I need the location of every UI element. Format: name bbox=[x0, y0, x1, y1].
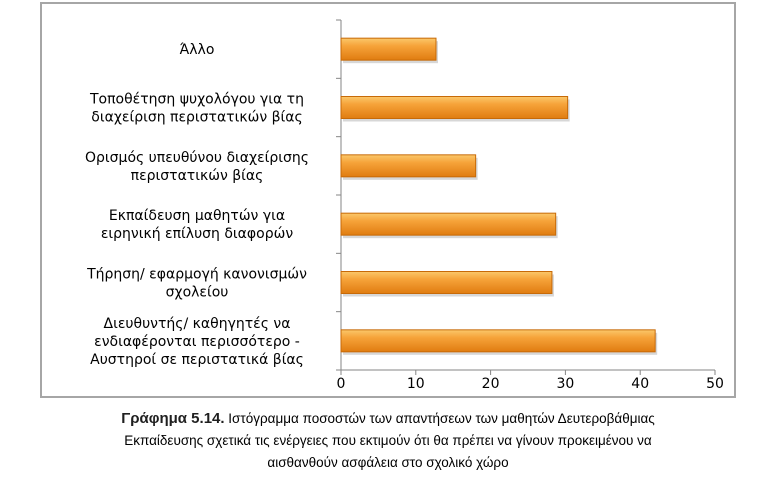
x-tick-label: 50 bbox=[706, 376, 724, 392]
category-label-line: Τήρηση/ εφαρμογή κανονισμών bbox=[86, 267, 307, 283]
category-labels: Άλλο Τοποθέτηση ψυχολόγου για τη διαχείρισ… bbox=[85, 42, 309, 368]
caption-line-1: Γράφημα 5.14. Ιστόγραμμα ποσοστών των απ… bbox=[0, 408, 776, 430]
category-label-line: περιστατικών βίας bbox=[131, 168, 264, 184]
bar bbox=[340, 212, 557, 236]
category-label: Ορισμός υπευθύνου διαχείρισης περιστατικώ… bbox=[85, 150, 309, 184]
bar-chart: Άλλο Τοποθέτηση ψυχολόγου για τη διαχείρισ… bbox=[85, 19, 724, 392]
bar bbox=[340, 37, 437, 61]
x-tick-labels: 0 10 20 30 40 50 bbox=[337, 376, 724, 392]
category-label-line: διαχείριση περιστατικών βίας bbox=[91, 110, 302, 126]
category-label: Τήρηση/ εφαρμογή κανονισμών σχολείου bbox=[86, 267, 307, 301]
x-tick-label: 20 bbox=[482, 376, 500, 392]
axis-group bbox=[336, 19, 716, 375]
caption-text-1: Ιστόγραμμα ποσοστών των απαντήσεων των μ… bbox=[224, 411, 655, 426]
category-label-line: Ορισμός υπευθύνου διαχείρισης bbox=[85, 150, 309, 166]
category-label-line: Διευθυντής/ καθηγητές να bbox=[104, 316, 291, 332]
caption-line-2: Εκπαίδευσης σχετικά τις ενέργειες που εκ… bbox=[124, 433, 652, 448]
category-label-line: Εκπαίδευση μαθητών για bbox=[109, 208, 285, 224]
category-label: Διευθυντής/ καθηγητές να ενδιαφέρονται πε… bbox=[90, 316, 304, 368]
bars-group bbox=[340, 37, 658, 355]
category-label-line: σχολείου bbox=[166, 285, 229, 301]
category-label: Τοποθέτηση ψυχολόγου για τη διαχείριση πε… bbox=[89, 92, 304, 126]
caption-line-3: αισθανθούν ασφάλεια στο σχολικό χώρο bbox=[267, 455, 509, 470]
figure-caption: Γράφημα 5.14. Ιστόγραμμα ποσοστών των απ… bbox=[0, 408, 776, 474]
category-label-line: Τοποθέτηση ψυχολόγου για τη bbox=[89, 92, 304, 108]
x-tick-label: 30 bbox=[556, 376, 574, 392]
bar bbox=[340, 154, 477, 178]
category-label-line: Αυστηροί σε περιστατικά βίας bbox=[90, 352, 304, 368]
caption-title: Γράφημα 5.14. bbox=[121, 410, 225, 427]
category-label-line: ειρηνική επίλυση διαφορών bbox=[101, 226, 293, 242]
x-tick-label: 0 bbox=[337, 376, 346, 392]
bar bbox=[340, 271, 553, 294]
category-label: Άλλο bbox=[180, 42, 215, 58]
category-label-line: ενδιαφέρονται περισσότερο - bbox=[94, 334, 300, 350]
bar bbox=[340, 329, 656, 353]
bar bbox=[340, 96, 569, 119]
category-label-line: Άλλο bbox=[180, 42, 215, 58]
x-tick-label: 40 bbox=[631, 376, 649, 392]
x-tick-label: 10 bbox=[407, 376, 425, 392]
category-label: Εκπαίδευση μαθητών για ειρηνική επίλυση δ… bbox=[101, 208, 293, 242]
